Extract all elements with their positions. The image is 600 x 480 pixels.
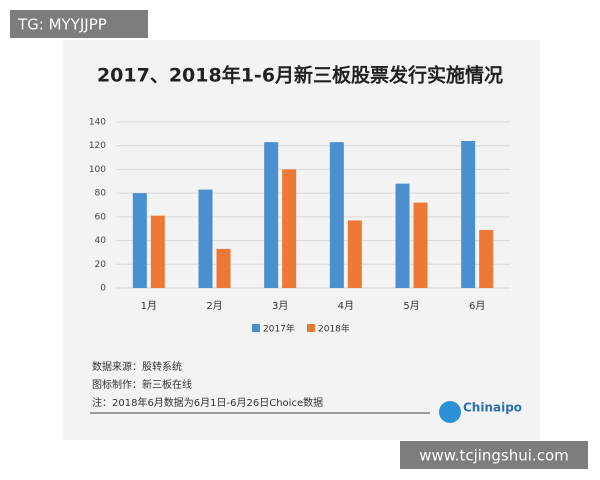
- overlay-bottom-right: www.tcjingshui.com: [419, 447, 569, 465]
- bar: [150, 215, 165, 288]
- bar: [395, 183, 410, 288]
- y-tick-label: 0: [100, 284, 106, 294]
- x-tick-label: 2月: [206, 300, 222, 312]
- note: 数据来源：股转系统: [92, 360, 182, 373]
- y-tick-label: 60: [95, 212, 107, 222]
- x-tick-label: 6月: [469, 300, 485, 312]
- legend-label: 2017年: [263, 323, 295, 335]
- overlay-box: [10, 10, 148, 38]
- chart-title: 2017、2018年1-6月新三板股票发行实施情况: [97, 64, 503, 87]
- x-tick-label: 3月: [272, 300, 288, 312]
- x-tick-label: 5月: [403, 300, 419, 312]
- bar: [282, 169, 297, 288]
- y-tick-label: 100: [89, 165, 106, 175]
- legend-label: 2018年: [318, 323, 350, 335]
- overlay-top-left: TG: MYYJJPP: [17, 16, 107, 34]
- bar: [461, 140, 476, 288]
- bar: [198, 189, 213, 288]
- bar: [479, 229, 494, 288]
- y-tick-label: 20: [95, 260, 107, 270]
- y-tick-label: 80: [95, 189, 107, 199]
- bar: [413, 202, 428, 288]
- bar: [329, 142, 344, 288]
- logo: Chinaipo: [463, 401, 522, 415]
- x-tick-label: 4月: [338, 300, 354, 312]
- x-tick-label: 1月: [141, 300, 157, 312]
- bar: [264, 142, 279, 288]
- overlay-box: [400, 441, 588, 469]
- note: 注：2018年6月数据为6月1日-6月26日Choice数据: [92, 396, 323, 409]
- bar: [216, 248, 231, 288]
- bar: [347, 220, 362, 288]
- legend-swatch: [252, 324, 260, 332]
- legend-swatch: [307, 324, 315, 332]
- bar: [132, 193, 147, 288]
- logo-icon: [439, 401, 461, 423]
- y-tick-label: 40: [95, 236, 107, 246]
- y-tick-label: 140: [89, 118, 106, 128]
- note: 图标制作：新三板在线: [92, 378, 192, 391]
- y-tick-label: 120: [89, 141, 106, 151]
